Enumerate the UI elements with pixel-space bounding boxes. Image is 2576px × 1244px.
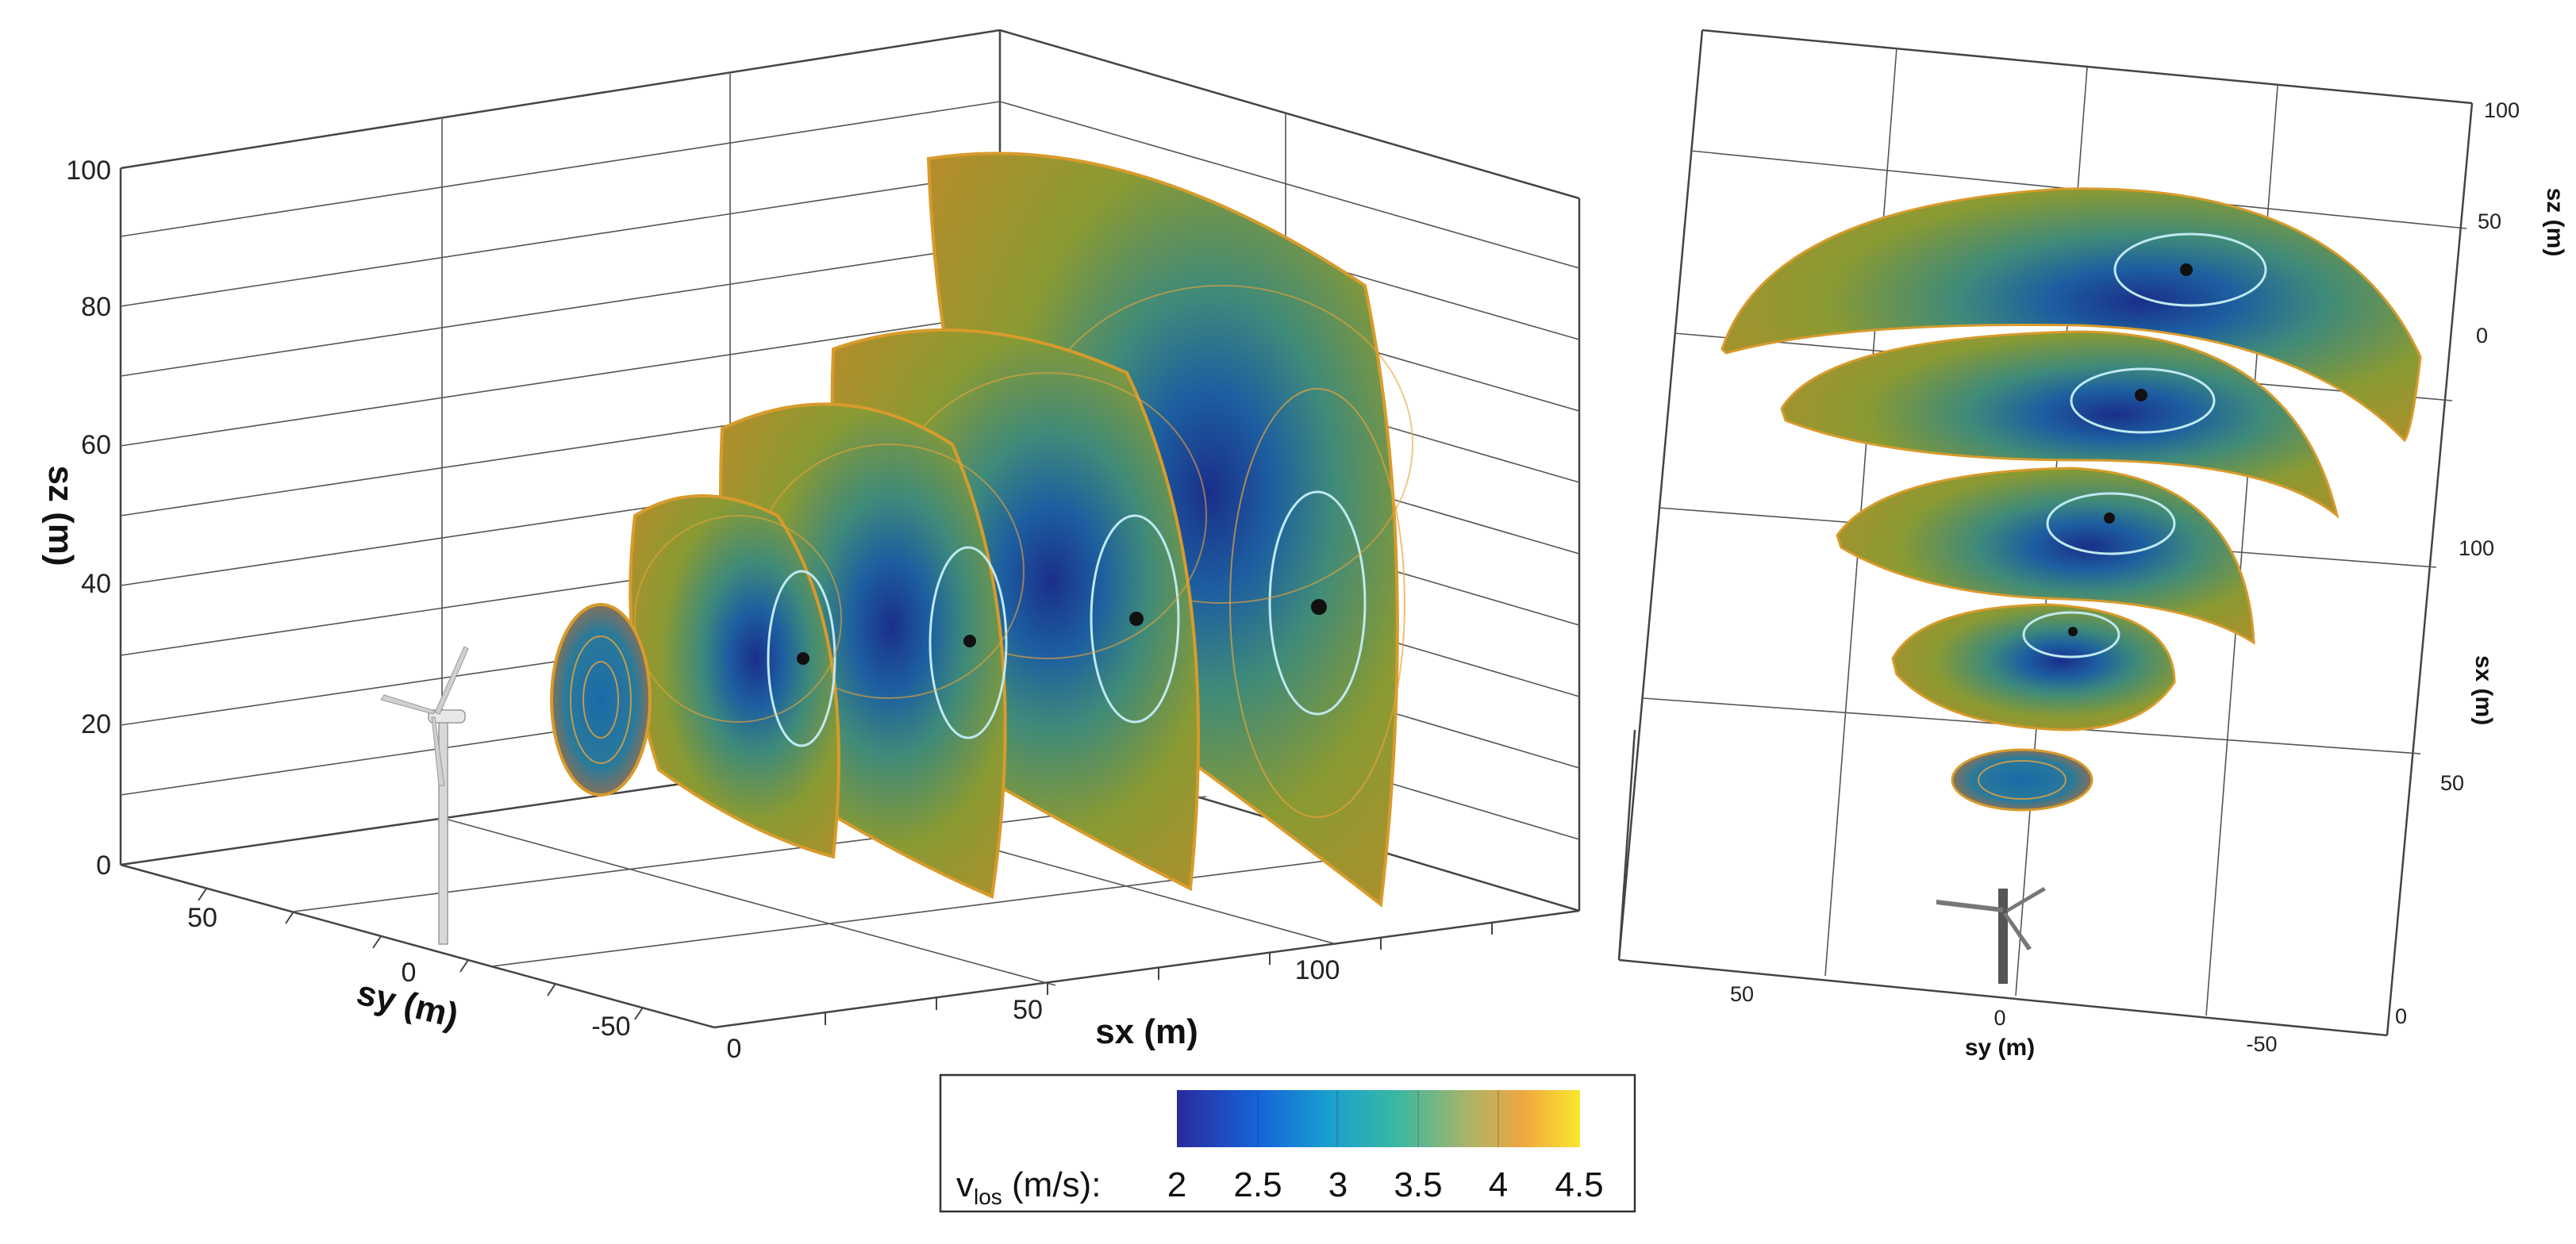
wind-turbine-right bbox=[1936, 887, 2046, 984]
left-y-tick-0: 0 bbox=[402, 958, 417, 988]
left-x-axis-title: sx (m) bbox=[1095, 1012, 1198, 1051]
right-y-tick-50: 50 bbox=[1730, 982, 1754, 1006]
right-z-tick-100: 100 bbox=[2484, 98, 2520, 122]
right-x-axis-title: sx (m) bbox=[2470, 655, 2497, 725]
right-x-tick-0: 0 bbox=[2395, 1004, 2407, 1028]
colorbar-gradient bbox=[1177, 1090, 1580, 1147]
left-z-tick-60: 60 bbox=[81, 430, 111, 460]
left-z-tick-100: 100 bbox=[66, 156, 111, 186]
right-y-tick-minus50: -50 bbox=[2246, 1032, 2277, 1056]
left-z-tick-80: 80 bbox=[81, 292, 111, 322]
right-z-tick-50: 50 bbox=[2478, 209, 2501, 233]
right-z-axis-title: sz (m) bbox=[2542, 188, 2568, 257]
colorbar-tick-4: 4 bbox=[1489, 1165, 1508, 1204]
left-z-tick-40: 40 bbox=[81, 569, 111, 599]
right-y-tick-0: 0 bbox=[1994, 1006, 2005, 1030]
top-scan-surface-2 bbox=[1891, 603, 2176, 731]
colorbar-tick-2-5: 2.5 bbox=[1233, 1165, 1282, 1204]
right-z-tick-0: 0 bbox=[2476, 324, 2488, 347]
wind-turbine-left bbox=[380, 646, 469, 945]
left-z-tick-0: 0 bbox=[96, 850, 111, 881]
left-y-tick-50: 50 bbox=[187, 903, 217, 933]
top-scan-surface-1 bbox=[1951, 748, 2093, 812]
left-z-tick-20: 20 bbox=[81, 709, 111, 739]
top-scan-surface-5 bbox=[1721, 187, 2422, 443]
right-x-tick-100: 100 bbox=[2459, 536, 2494, 560]
colorbar-title: vlos (m/s): bbox=[956, 1165, 1101, 1209]
colorbar-tick-3-5: 3.5 bbox=[1394, 1165, 1442, 1204]
left-x-tick-100: 100 bbox=[1295, 955, 1340, 985]
scan-surface-1 bbox=[550, 603, 652, 797]
right-box-frame bbox=[1617, 29, 2474, 1037]
colorbar-tick-4-5: 4.5 bbox=[1555, 1165, 1603, 1204]
left-x-tick-0: 0 bbox=[727, 1034, 742, 1064]
right-x-tick-50: 50 bbox=[2440, 771, 2464, 795]
left-z-axis-title: sz (m) bbox=[41, 465, 80, 566]
left-3d-panel: 0 20 40 60 80 100 sz (m) 50 0 -50 sy (m)… bbox=[41, 29, 1581, 1064]
right-3d-panel: 100 50 0 sz (m) 100 50 0 sx (m) 50 0 -50… bbox=[1617, 29, 2568, 1061]
right-y-axis-title: sy (m) bbox=[1965, 1035, 2035, 1061]
colorbar-legend: vlos (m/s): 2 2.5 3 3.5 4 4.5 bbox=[939, 1073, 1636, 1213]
left-x-tick-50: 50 bbox=[1013, 995, 1043, 1025]
left-tick-marks bbox=[198, 888, 1493, 1025]
colorbar-tick-3: 3 bbox=[1328, 1165, 1348, 1204]
top-scan-surface-3 bbox=[1836, 466, 2255, 645]
top-scan-surface-4 bbox=[1780, 330, 2340, 519]
colorbar-tick-2: 2 bbox=[1167, 1165, 1186, 1204]
left-y-tick-minus50: -50 bbox=[591, 1012, 630, 1042]
